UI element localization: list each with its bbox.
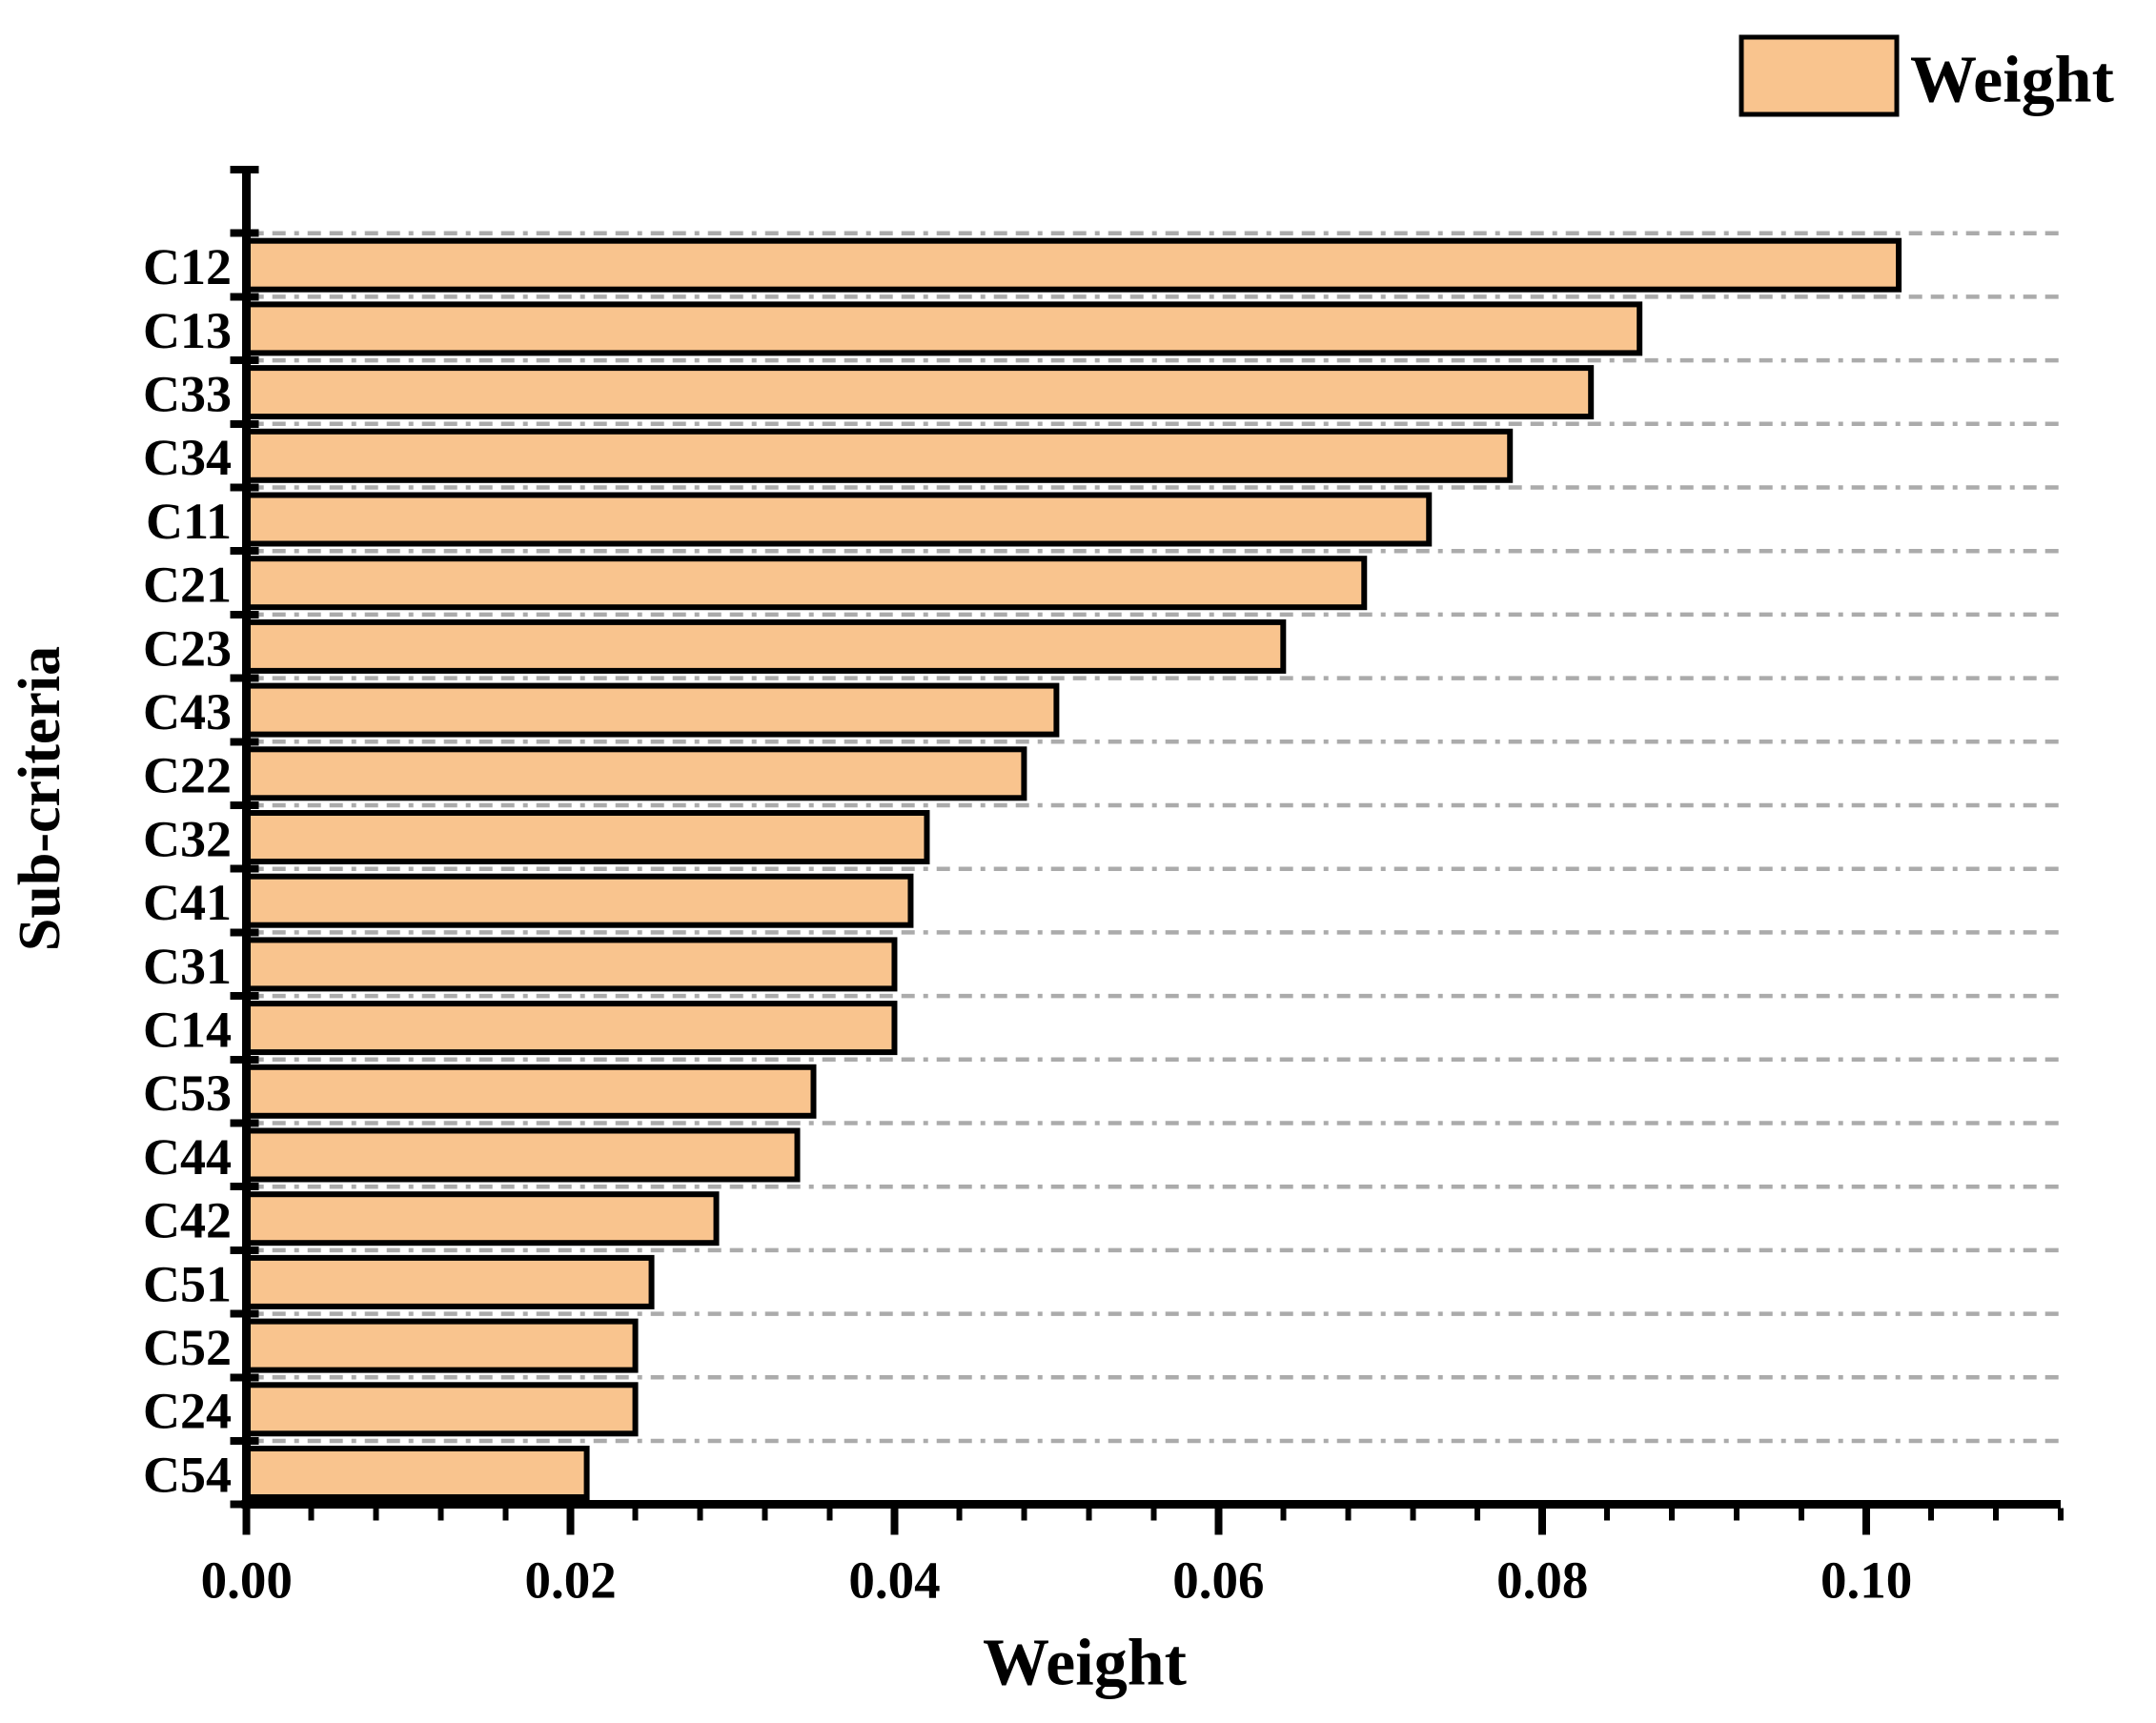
category-label-C34: C34 [143, 429, 232, 486]
bar-C52 [243, 1318, 639, 1373]
category-label-C31: C31 [143, 938, 232, 995]
x-axis-title: Weight [983, 1627, 1187, 1700]
bar-C34 [243, 428, 1514, 483]
category-label-C51: C51 [143, 1255, 232, 1312]
category-label-C53: C53 [143, 1064, 232, 1122]
bar-C54 [243, 1446, 590, 1500]
category-label-C14: C14 [143, 1001, 232, 1058]
x-tick-label-0.04: 0.04 [848, 1551, 940, 1610]
bar-C43 [243, 682, 1060, 738]
category-label-C23: C23 [143, 619, 232, 677]
x-tick-label-0.00: 0.00 [201, 1551, 293, 1610]
bar-C23 [243, 618, 1287, 674]
legend-swatch [1739, 34, 1900, 117]
bar-C11 [243, 492, 1433, 547]
category-label-C43: C43 [143, 683, 232, 740]
category-label-C33: C33 [143, 365, 232, 422]
x-tick-labels: 0.00 0.02 0.04 0.06 0.08 0.10 [201, 1551, 1913, 1610]
bar-C32 [243, 810, 930, 864]
legend: Weight [1739, 34, 2114, 117]
category-label-C22: C22 [143, 747, 232, 804]
bar-C53 [243, 1064, 817, 1119]
axes [241, 166, 2061, 1510]
category-label-C42: C42 [143, 1192, 232, 1249]
bar-C14 [243, 1001, 898, 1056]
bar-C24 [243, 1382, 639, 1437]
axis-ticks [230, 166, 2064, 1535]
bar-C31 [243, 937, 898, 992]
category-label-C44: C44 [143, 1128, 232, 1186]
x-tick-label-0.10: 0.10 [1820, 1551, 1912, 1610]
bar-C41 [243, 873, 914, 928]
category-label-C24: C24 [143, 1383, 232, 1440]
category-label-C13: C13 [143, 302, 232, 359]
bar-C51 [243, 1254, 655, 1309]
category-label-C12: C12 [143, 238, 232, 295]
category-label-C52: C52 [143, 1319, 232, 1376]
x-tick-label-0.08: 0.08 [1496, 1551, 1588, 1610]
bar-C44 [243, 1127, 801, 1183]
bar-C42 [243, 1191, 720, 1247]
gridlines [250, 231, 2059, 1444]
bar-C22 [243, 746, 1027, 801]
bar-C13 [243, 301, 1643, 356]
legend-label: Weight [1910, 44, 2114, 117]
bar-C21 [243, 556, 1368, 611]
category-label-C54: C54 [143, 1446, 232, 1503]
y-axis-title: Sub-criteria [8, 646, 72, 951]
category-label-C32: C32 [143, 810, 232, 867]
bar-C33 [243, 365, 1595, 420]
category-label-C21: C21 [143, 557, 232, 614]
category-label-C11: C11 [146, 493, 232, 550]
category-label-C41: C41 [143, 874, 232, 931]
x-tick-label-0.06: 0.06 [1172, 1551, 1264, 1610]
x-tick-label-0.02: 0.02 [524, 1551, 616, 1610]
bar-C12 [243, 237, 1902, 293]
